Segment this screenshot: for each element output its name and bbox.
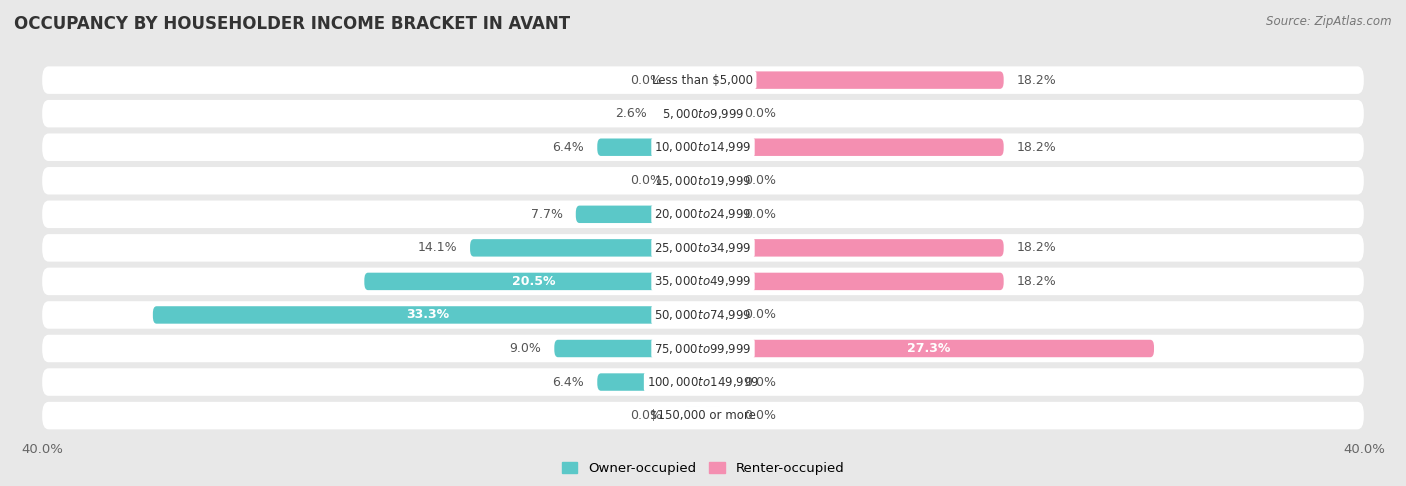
Text: 0.0%: 0.0% [744,208,776,221]
FancyBboxPatch shape [42,167,1364,194]
FancyBboxPatch shape [703,139,1004,156]
FancyBboxPatch shape [703,105,723,122]
FancyBboxPatch shape [364,273,703,290]
Text: $20,000 to $24,999: $20,000 to $24,999 [654,208,752,221]
Text: 9.0%: 9.0% [509,342,541,355]
FancyBboxPatch shape [703,239,1004,257]
Text: 0.0%: 0.0% [630,409,662,422]
FancyBboxPatch shape [683,407,703,424]
FancyBboxPatch shape [42,234,1364,261]
FancyBboxPatch shape [703,373,723,391]
FancyBboxPatch shape [703,273,1004,290]
FancyBboxPatch shape [42,301,1364,329]
FancyBboxPatch shape [42,134,1364,161]
FancyBboxPatch shape [42,201,1364,228]
Text: Source: ZipAtlas.com: Source: ZipAtlas.com [1267,15,1392,28]
FancyBboxPatch shape [42,67,1364,94]
FancyBboxPatch shape [42,368,1364,396]
Text: $35,000 to $49,999: $35,000 to $49,999 [654,275,752,288]
Text: 0.0%: 0.0% [630,73,662,87]
Text: $10,000 to $14,999: $10,000 to $14,999 [654,140,752,154]
FancyBboxPatch shape [683,71,703,89]
Text: Less than $5,000: Less than $5,000 [652,73,754,87]
Text: 18.2%: 18.2% [1017,275,1057,288]
Text: 33.3%: 33.3% [406,309,450,321]
Text: 18.2%: 18.2% [1017,73,1057,87]
FancyBboxPatch shape [42,335,1364,362]
Text: $50,000 to $74,999: $50,000 to $74,999 [654,308,752,322]
Text: $15,000 to $19,999: $15,000 to $19,999 [654,174,752,188]
FancyBboxPatch shape [683,172,703,190]
FancyBboxPatch shape [42,402,1364,429]
Text: 18.2%: 18.2% [1017,242,1057,254]
Text: 0.0%: 0.0% [744,309,776,321]
Text: $25,000 to $34,999: $25,000 to $34,999 [654,241,752,255]
FancyBboxPatch shape [659,105,703,122]
FancyBboxPatch shape [42,100,1364,127]
Text: 6.4%: 6.4% [553,376,583,388]
Text: OCCUPANCY BY HOUSEHOLDER INCOME BRACKET IN AVANT: OCCUPANCY BY HOUSEHOLDER INCOME BRACKET … [14,15,571,33]
Text: 0.0%: 0.0% [744,174,776,187]
Text: 27.3%: 27.3% [907,342,950,355]
Text: 18.2%: 18.2% [1017,141,1057,154]
Text: $150,000 or more: $150,000 or more [650,409,756,422]
Text: 0.0%: 0.0% [744,376,776,388]
Text: $5,000 to $9,999: $5,000 to $9,999 [662,106,744,121]
Text: 20.5%: 20.5% [512,275,555,288]
Text: $75,000 to $99,999: $75,000 to $99,999 [654,342,752,355]
Text: 0.0%: 0.0% [630,174,662,187]
Text: 14.1%: 14.1% [418,242,457,254]
Text: 0.0%: 0.0% [744,107,776,120]
FancyBboxPatch shape [703,306,723,324]
Text: $100,000 to $149,999: $100,000 to $149,999 [647,375,759,389]
Legend: Owner-occupied, Renter-occupied: Owner-occupied, Renter-occupied [557,456,849,480]
FancyBboxPatch shape [470,239,703,257]
FancyBboxPatch shape [598,139,703,156]
FancyBboxPatch shape [598,373,703,391]
Text: 7.7%: 7.7% [530,208,562,221]
FancyBboxPatch shape [703,206,723,223]
FancyBboxPatch shape [703,407,723,424]
FancyBboxPatch shape [153,306,703,324]
Text: 2.6%: 2.6% [614,107,647,120]
FancyBboxPatch shape [703,340,1154,357]
Text: 6.4%: 6.4% [553,141,583,154]
FancyBboxPatch shape [576,206,703,223]
FancyBboxPatch shape [703,172,723,190]
FancyBboxPatch shape [554,340,703,357]
Text: 0.0%: 0.0% [744,409,776,422]
FancyBboxPatch shape [42,268,1364,295]
FancyBboxPatch shape [703,71,1004,89]
